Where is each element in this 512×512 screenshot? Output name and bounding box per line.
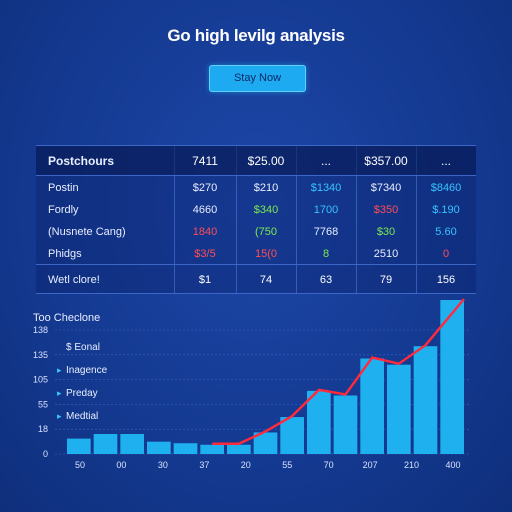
x-tick-label: 70	[324, 460, 334, 470]
legend-label: Preday	[66, 388, 98, 399]
bar	[280, 417, 304, 454]
table-cell: 2510	[373, 248, 399, 260]
table-row: (Nusnete Cang) 1840 (750 7768 $30 5.60	[36, 221, 476, 243]
bar	[93, 433, 118, 454]
legend-item: $ Eonal	[57, 336, 107, 359]
table-cell: $.190	[432, 204, 460, 216]
table-header-label: Postchours	[48, 153, 115, 168]
table-cell: 1840	[192, 226, 218, 238]
legend-item: ▸ Preday	[57, 382, 107, 405]
table-cell: 7768	[313, 226, 339, 238]
table-cell: (750	[254, 226, 278, 238]
column-divider	[174, 146, 175, 293]
cta-button[interactable]: Stay Now	[209, 65, 306, 92]
table-footer-cell: 63	[319, 273, 333, 286]
bar	[387, 364, 411, 454]
y-tick-label: 135	[33, 350, 48, 360]
table-cell: $1340	[310, 182, 342, 194]
table-row: Phidgs $3/5 15(0 8 2510 0	[36, 243, 476, 265]
column-divider	[416, 146, 417, 293]
bar	[173, 443, 198, 454]
trend-line	[212, 298, 465, 445]
y-tick-label: 138	[33, 325, 48, 335]
x-tick-label: 210	[404, 460, 419, 470]
bar	[333, 395, 358, 454]
table-header-cell: $357.00	[364, 153, 408, 168]
table-footer-cell: 156	[436, 273, 456, 286]
bar-chart: 0 18 55 105 135 138 50 00 30 37 20 55 70 207 210 400	[33, 298, 470, 470]
table-footer-cell: $1	[198, 273, 212, 286]
table-footer-cell: 74	[259, 273, 273, 286]
bullet-icon: ▸	[57, 388, 62, 398]
table-cell: $7340	[370, 182, 402, 194]
table-row: Postin $270 $210 $1340 $7340 $8460	[36, 177, 476, 199]
table-row-label: Phidgs	[48, 248, 82, 260]
x-tick-label: 50	[75, 460, 85, 470]
x-tick-label: 400	[445, 460, 460, 470]
column-divider	[296, 146, 297, 293]
table-cell: 5.60	[435, 226, 457, 238]
table-footer-label: Wetl clore!	[48, 273, 100, 286]
summary-table: Postchours 7411 $25.00 ... $357.00 ... P…	[36, 145, 476, 294]
table-body: Postin $270 $210 $1340 $7340 $8460 Fordly 4660 $…	[36, 177, 476, 265]
table-cell: $3/5	[194, 248, 216, 260]
bullet-icon: ▸	[57, 411, 62, 421]
bar	[120, 433, 144, 454]
column-divider	[236, 146, 237, 293]
table-cell: $8460	[430, 182, 462, 194]
table-cell: 0	[442, 248, 450, 260]
table-cell: $210	[253, 182, 279, 194]
legend-item: ▸ Inagence	[57, 359, 107, 382]
bar	[67, 438, 91, 454]
table-row: Fordly 4660 $340 1700 $350 $.190	[36, 199, 476, 221]
chart-title: Too Checlone	[33, 312, 101, 324]
table-header-cell: ...	[440, 153, 451, 168]
x-tick-label: 37	[199, 460, 209, 470]
bar	[440, 300, 464, 454]
bar	[200, 444, 224, 454]
table-row-label: (Nusnete Cang)	[48, 226, 126, 238]
chart-legend: $ Eonal ▸ Inagence ▸ Preday ▸ Medtial	[57, 336, 107, 428]
legend-label: Inagence	[66, 365, 108, 376]
y-tick-label: 105	[33, 375, 48, 385]
x-tick-label: 55	[282, 460, 292, 470]
table-cell: 1700	[313, 204, 339, 216]
column-divider	[356, 146, 357, 293]
legend-item: ▸ Medtial	[57, 405, 107, 428]
page-title: Go high levilg analysis	[167, 26, 345, 45]
table-cell: 8	[322, 248, 330, 260]
table-header-cell: ...	[320, 153, 331, 168]
table-cell: $30	[376, 226, 396, 238]
y-tick-label: 55	[38, 399, 48, 409]
bar	[253, 432, 278, 454]
x-tick-label: 20	[241, 460, 251, 470]
table-header-cell: $25.00	[247, 153, 285, 168]
bar	[307, 390, 331, 454]
bullet-icon: ▸	[57, 365, 62, 375]
table-footer-row: Wetl clore! $1 74 63 79 156	[36, 264, 476, 294]
bar	[360, 358, 384, 454]
table-cell: $340	[253, 204, 279, 216]
table-row-label: Postin	[48, 182, 79, 194]
table-cell: 15(0	[254, 248, 278, 260]
legend-label: $ Eonal	[66, 342, 100, 353]
table-cell: $270	[192, 182, 218, 194]
y-tick-label: 0	[43, 449, 48, 459]
x-tick-label: 207	[363, 460, 378, 470]
table-header-cell: 7411	[192, 153, 218, 168]
table-header-row: Postchours 7411 $25.00 ... $357.00 ...	[36, 146, 476, 176]
table-cell: $350	[373, 204, 399, 216]
bar	[413, 346, 438, 454]
legend-label: Medtial	[66, 411, 99, 422]
x-tick-label: 00	[116, 460, 126, 470]
bar	[147, 441, 171, 454]
table-footer-cell: 79	[379, 273, 393, 286]
x-tick-label: 30	[158, 460, 168, 470]
bar	[227, 444, 251, 454]
table-cell: 4660	[192, 204, 218, 216]
y-tick-label: 18	[38, 424, 48, 434]
table-row-label: Fordly	[48, 204, 79, 216]
